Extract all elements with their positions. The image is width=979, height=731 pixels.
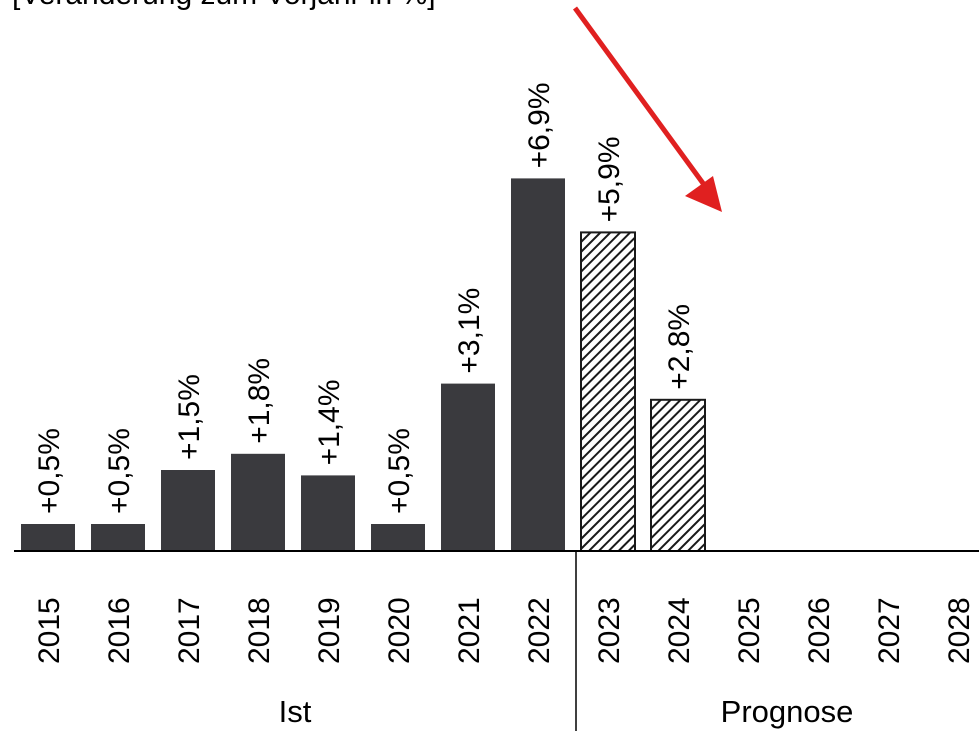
tick-label-2022: 2022 bbox=[523, 597, 556, 664]
bars-group bbox=[21, 178, 706, 552]
tick-label-2028: 2028 bbox=[943, 597, 976, 664]
tick-label-2021: 2021 bbox=[453, 597, 486, 664]
tick-label-2015: 2015 bbox=[33, 597, 66, 664]
tick-label-2023: 2023 bbox=[593, 597, 626, 664]
bar-2023 bbox=[580, 231, 636, 552]
tick-label-2018: 2018 bbox=[243, 597, 276, 664]
bar-2020 bbox=[371, 524, 425, 551]
chart-title: [Veränderung zum Vorjahr in %] bbox=[12, 0, 436, 11]
tick-label-2019: 2019 bbox=[313, 597, 346, 664]
value-label-2020: +0,5% bbox=[383, 428, 416, 514]
value-label-2018: +1,8% bbox=[243, 358, 276, 444]
bar-2018 bbox=[231, 453, 285, 551]
value-label-2017: +1,5% bbox=[173, 374, 206, 460]
value-label-2016: +0,5% bbox=[103, 428, 136, 514]
value-label-2024: +2,8% bbox=[663, 304, 696, 390]
tick-label-2017: 2017 bbox=[173, 597, 206, 664]
tick-label-2026: 2026 bbox=[803, 597, 836, 664]
tick-label-2027: 2027 bbox=[873, 597, 906, 664]
tick-labels-group: 2015 2016 2017 2018 2019 2020 2021 2022 2023 2024… bbox=[33, 597, 976, 664]
value-label-2015: +0,5% bbox=[33, 428, 66, 514]
bar-2017 bbox=[161, 470, 215, 551]
tick-label-2020: 2020 bbox=[383, 597, 416, 664]
bar-2019 bbox=[301, 475, 355, 551]
value-labels-group: +0,5% +0,5% +1,5% +1,8% +1,4% +0,5% +3,1% +6,9%… bbox=[33, 82, 696, 514]
group-label-prognose: Prognose bbox=[721, 694, 854, 729]
arrow-head bbox=[685, 176, 722, 212]
value-label-2021: +3,1% bbox=[453, 288, 486, 374]
value-label-2019: +1,4% bbox=[313, 379, 346, 465]
bar-2016 bbox=[91, 524, 145, 551]
arrow-annotation bbox=[572, 6, 722, 212]
bar-2015 bbox=[21, 524, 75, 551]
tick-label-2016: 2016 bbox=[103, 597, 136, 664]
tick-label-2025: 2025 bbox=[733, 597, 766, 664]
group-label-ist: Ist bbox=[279, 694, 312, 729]
bar-2024 bbox=[650, 398, 706, 552]
bar-2021 bbox=[441, 383, 495, 551]
arrow-shaft bbox=[572, 6, 708, 188]
bar-2022 bbox=[511, 178, 565, 551]
value-label-2022: +6,9% bbox=[523, 82, 556, 168]
tick-label-2024: 2024 bbox=[663, 597, 696, 664]
value-label-2023: +5,9% bbox=[593, 136, 626, 222]
